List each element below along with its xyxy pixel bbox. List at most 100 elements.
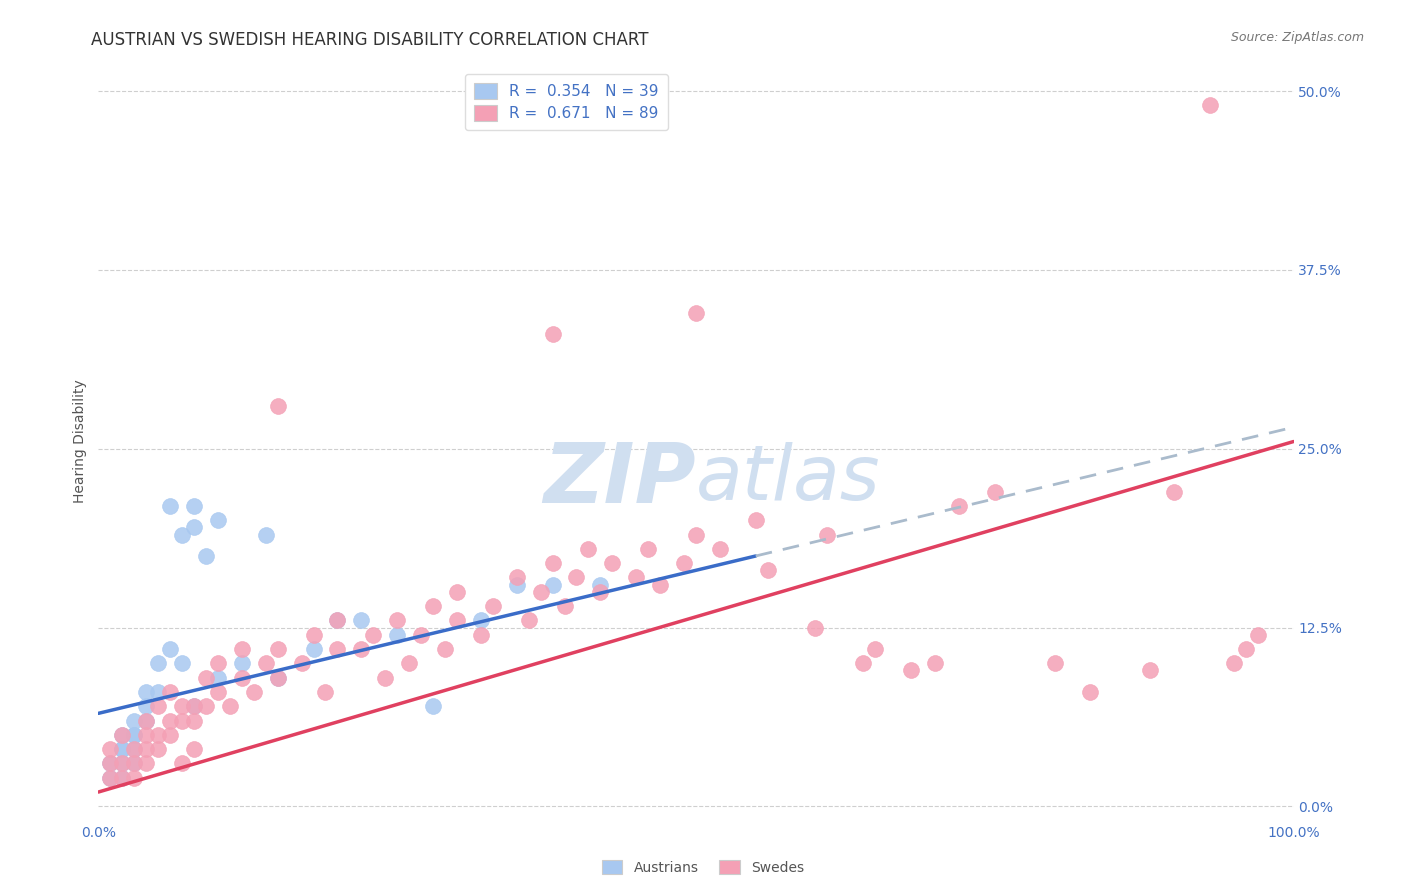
Point bbox=[124, 714, 146, 728]
Point bbox=[1139, 664, 1161, 678]
Point bbox=[326, 642, 349, 657]
Point bbox=[124, 742, 146, 756]
Point bbox=[111, 728, 134, 742]
Point bbox=[291, 657, 314, 671]
Point bbox=[506, 577, 529, 591]
Point bbox=[350, 642, 373, 657]
Point bbox=[124, 742, 146, 756]
Point bbox=[302, 628, 325, 642]
Point bbox=[159, 714, 181, 728]
Point bbox=[135, 714, 157, 728]
Point bbox=[124, 756, 146, 771]
Point bbox=[267, 399, 290, 413]
Point bbox=[541, 577, 564, 591]
Point bbox=[648, 577, 672, 591]
Point bbox=[745, 513, 768, 527]
Point bbox=[267, 671, 290, 685]
Point bbox=[1223, 657, 1246, 671]
Point bbox=[111, 771, 134, 785]
Point bbox=[183, 499, 205, 513]
Point bbox=[159, 499, 181, 513]
Point bbox=[124, 771, 146, 785]
Point bbox=[1199, 98, 1222, 112]
Point bbox=[267, 671, 290, 685]
Point bbox=[481, 599, 505, 613]
Point bbox=[541, 556, 564, 570]
Point bbox=[267, 642, 290, 657]
Point bbox=[302, 642, 325, 657]
Point bbox=[207, 513, 229, 527]
Point bbox=[578, 541, 600, 556]
Point bbox=[159, 728, 181, 742]
Point bbox=[602, 556, 624, 570]
Point bbox=[183, 714, 205, 728]
Point bbox=[637, 541, 659, 556]
Point bbox=[350, 613, 373, 627]
Point bbox=[804, 620, 827, 634]
Point bbox=[172, 657, 194, 671]
Point bbox=[815, 527, 838, 541]
Point bbox=[243, 685, 266, 699]
Point bbox=[948, 499, 970, 513]
Point bbox=[195, 549, 218, 563]
Point bbox=[98, 756, 122, 771]
Point bbox=[1163, 484, 1185, 499]
Point bbox=[219, 699, 242, 714]
Point bbox=[1247, 628, 1270, 642]
Point bbox=[517, 613, 540, 627]
Point bbox=[135, 714, 157, 728]
Text: Source: ZipAtlas.com: Source: ZipAtlas.com bbox=[1230, 31, 1364, 45]
Point bbox=[326, 613, 349, 627]
Point bbox=[685, 527, 707, 541]
Point bbox=[374, 671, 396, 685]
Point bbox=[554, 599, 576, 613]
Point bbox=[98, 756, 122, 771]
Point bbox=[231, 657, 253, 671]
Point bbox=[865, 642, 887, 657]
Point bbox=[254, 527, 277, 541]
Point bbox=[385, 613, 409, 627]
Text: AUSTRIAN VS SWEDISH HEARING DISABILITY CORRELATION CHART: AUSTRIAN VS SWEDISH HEARING DISABILITY C… bbox=[91, 31, 650, 49]
Point bbox=[195, 699, 218, 714]
Point bbox=[685, 306, 707, 320]
Point bbox=[172, 714, 194, 728]
Point bbox=[530, 584, 553, 599]
Point bbox=[135, 699, 157, 714]
Point bbox=[98, 742, 122, 756]
Point bbox=[446, 584, 468, 599]
Point bbox=[148, 728, 170, 742]
Point bbox=[111, 756, 134, 771]
Point bbox=[984, 484, 1007, 499]
Point bbox=[172, 699, 194, 714]
Point bbox=[385, 628, 409, 642]
Point bbox=[673, 556, 696, 570]
Point bbox=[900, 664, 922, 678]
Point bbox=[111, 756, 134, 771]
Point bbox=[124, 756, 146, 771]
Point bbox=[1043, 657, 1066, 671]
Point bbox=[135, 756, 157, 771]
Point bbox=[626, 570, 648, 584]
Point bbox=[207, 657, 229, 671]
Point bbox=[231, 671, 253, 685]
Point bbox=[111, 771, 134, 785]
Point bbox=[172, 756, 194, 771]
Point bbox=[326, 613, 349, 627]
Text: atlas: atlas bbox=[696, 442, 880, 516]
Point bbox=[172, 527, 194, 541]
Point bbox=[207, 685, 229, 699]
Point bbox=[159, 642, 181, 657]
Point bbox=[363, 628, 385, 642]
Point bbox=[231, 642, 253, 657]
Point bbox=[756, 563, 779, 577]
Point bbox=[111, 728, 134, 742]
Point bbox=[111, 742, 134, 756]
Point bbox=[148, 742, 170, 756]
Point bbox=[124, 728, 146, 742]
Point bbox=[183, 742, 205, 756]
Point bbox=[124, 728, 146, 742]
Point bbox=[541, 327, 564, 342]
Point bbox=[183, 699, 205, 714]
Point bbox=[411, 628, 433, 642]
Point bbox=[135, 728, 157, 742]
